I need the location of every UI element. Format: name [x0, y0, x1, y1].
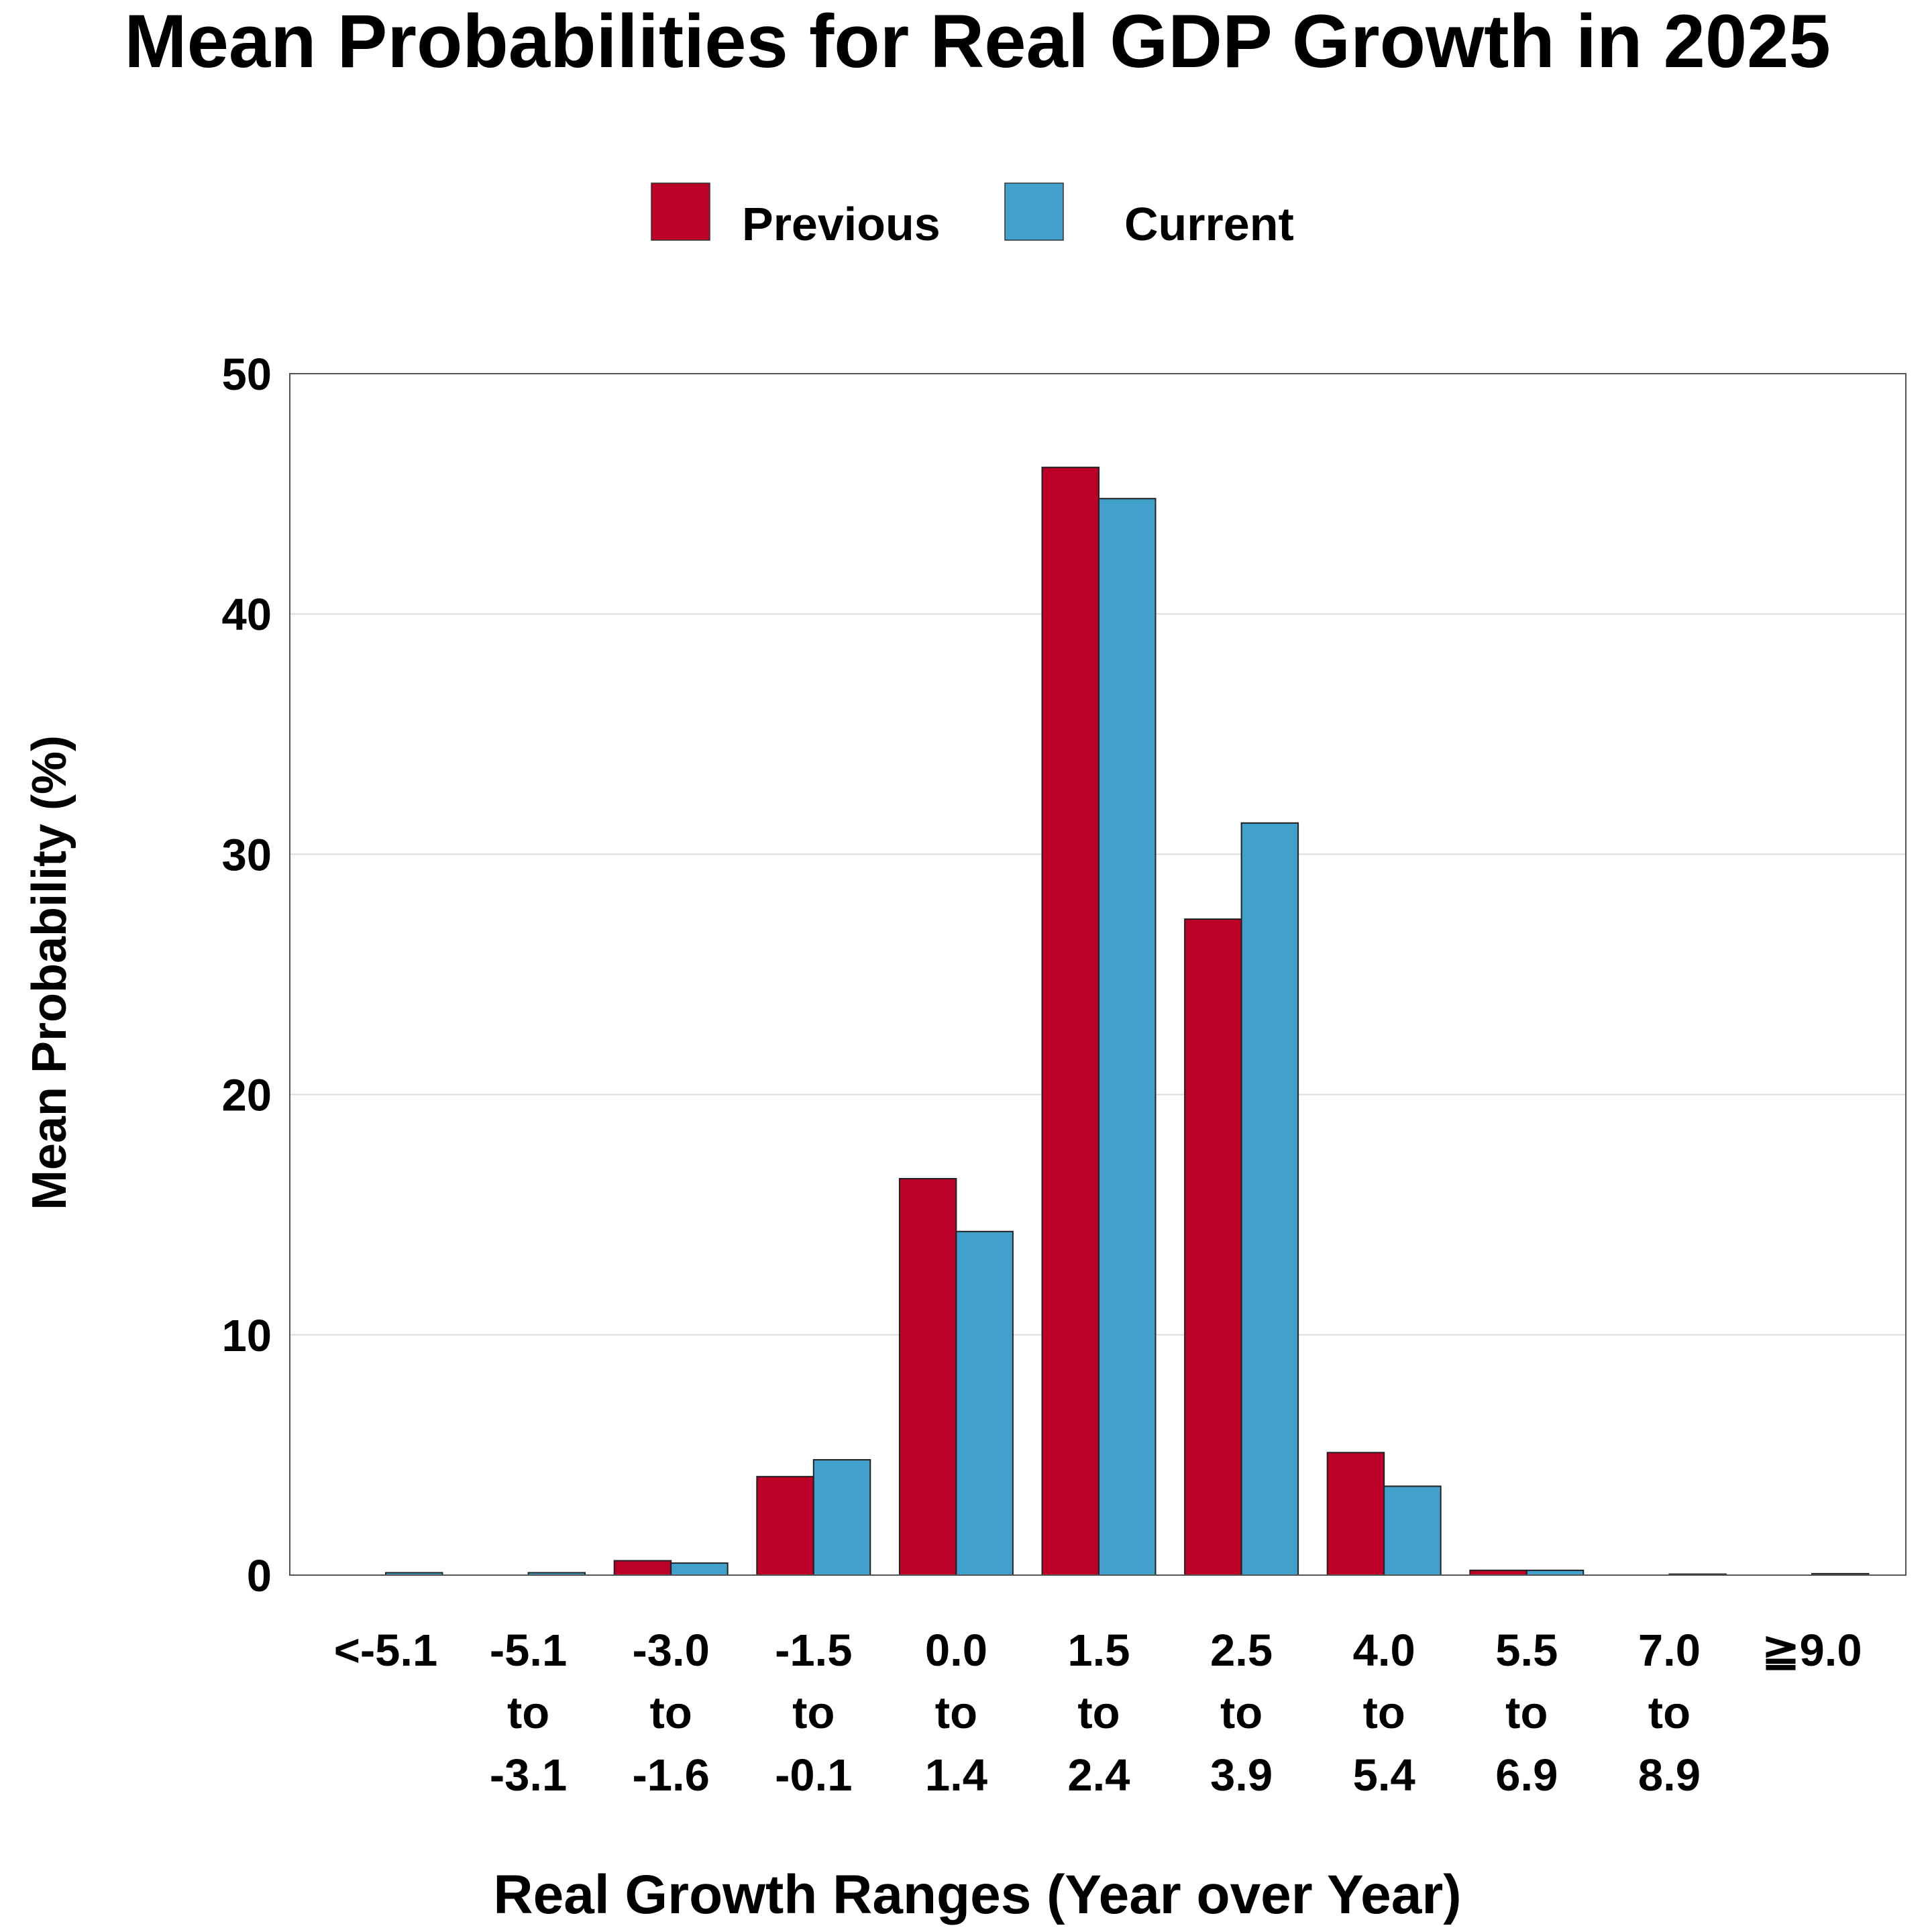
- x-tick-label: 1.4: [925, 1750, 987, 1801]
- legend-label-previous: Previous: [742, 198, 941, 250]
- x-tick-label: 3.9: [1210, 1750, 1273, 1801]
- y-axis-ticks: 0 10 20 30 40 50: [221, 350, 272, 1601]
- x-tick-label: to: [792, 1688, 835, 1738]
- legend-label-current: Current: [1124, 198, 1294, 250]
- x-tick-label: 1.5: [1067, 1625, 1130, 1676]
- bar-current: [1240, 822, 1299, 1576]
- x-axis-ticks: <-5.1 -5.1 to -3.1 -3.0 to -1.6 -1.5 to -0.1 0.0 to…: [334, 1625, 1862, 1801]
- x-tick-label: to: [1077, 1688, 1120, 1738]
- y-tick-label: 40: [221, 590, 272, 640]
- bars: [385, 466, 1870, 1576]
- x-tick-label: 5.5: [1495, 1625, 1558, 1676]
- bar-previous: [1326, 1452, 1385, 1576]
- x-tick-label: to: [1505, 1688, 1548, 1738]
- x-tick-label: 7.0: [1638, 1625, 1701, 1676]
- x-tick-label: to: [1648, 1688, 1690, 1738]
- x-tick-label: 5.4: [1353, 1750, 1415, 1801]
- chart-title: Mean Probabilities for Real GDP Growth i…: [124, 0, 1830, 83]
- x-tick-label: -5.1: [490, 1625, 567, 1676]
- x-tick-label: -1.5: [775, 1625, 852, 1676]
- x-tick-label: ≧9.0: [1762, 1625, 1862, 1676]
- x-tick-label: 8.9: [1638, 1750, 1701, 1801]
- x-tick-label: to: [1363, 1688, 1405, 1738]
- bar-current: [1383, 1485, 1442, 1576]
- x-axis-label: Real Growth Ranges (Year over Year): [493, 1864, 1461, 1925]
- x-tick-label: 2.4: [1067, 1750, 1130, 1801]
- plot-frame: [289, 373, 1907, 1576]
- bar-current: [670, 1562, 729, 1576]
- bar-current: [955, 1230, 1014, 1576]
- bar-current: [1098, 498, 1157, 1576]
- y-tick-label: 0: [247, 1551, 272, 1601]
- x-tick-label: -0.1: [775, 1750, 852, 1801]
- legend-swatch-current: [1004, 182, 1064, 241]
- x-tick-label: -3.0: [632, 1625, 709, 1676]
- x-tick-label: 2.5: [1210, 1625, 1273, 1676]
- x-tick-label: to: [935, 1688, 977, 1738]
- bar-previous: [1469, 1569, 1527, 1576]
- bar-current: [812, 1459, 871, 1576]
- bar-previous: [613, 1560, 672, 1576]
- x-tick-label: 6.9: [1495, 1750, 1558, 1801]
- x-tick-label: 4.0: [1353, 1625, 1415, 1676]
- x-tick-label: -3.1: [490, 1750, 567, 1801]
- x-tick-label: to: [1220, 1688, 1263, 1738]
- legend: Previous Current: [651, 182, 1294, 250]
- bar-current: [1525, 1569, 1585, 1576]
- legend-swatch-previous: [651, 182, 710, 241]
- y-tick-label: 20: [221, 1071, 272, 1121]
- x-tick-label: to: [507, 1688, 549, 1738]
- bar-previous: [1041, 466, 1099, 1576]
- y-axis-label: Mean Probability (%): [23, 735, 76, 1210]
- x-tick-label: to: [650, 1688, 692, 1738]
- y-tick-label: 50: [221, 350, 272, 400]
- x-tick-label: 0.0: [925, 1625, 987, 1676]
- x-tick-label: -1.6: [632, 1750, 709, 1801]
- bar-previous: [1184, 918, 1242, 1576]
- y-tick-label: 10: [221, 1311, 272, 1361]
- bar-previous: [756, 1476, 814, 1576]
- bar-previous: [898, 1177, 957, 1576]
- y-tick-label: 30: [221, 830, 272, 880]
- x-tick-label: <-5.1: [334, 1625, 438, 1676]
